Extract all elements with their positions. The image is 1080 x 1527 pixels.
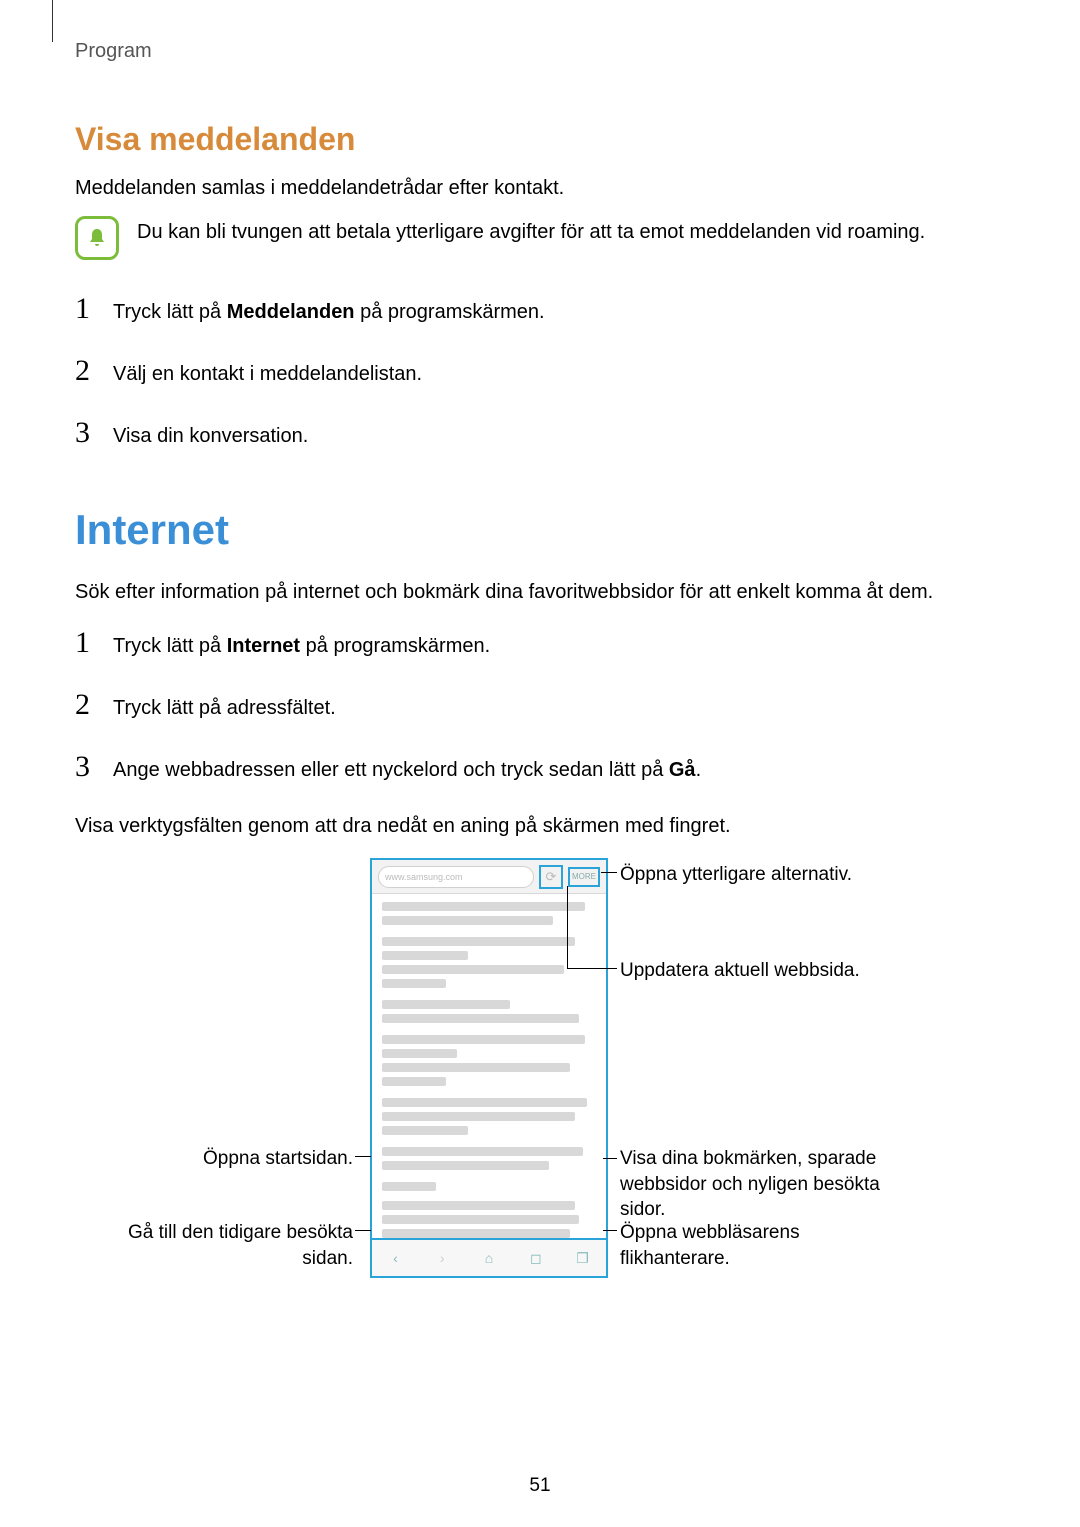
step-text: Tryck lätt på Internet på programskärmen… [113, 632, 490, 660]
back-button[interactable]: ‹ [372, 1240, 419, 1276]
tabs-button[interactable]: ❐ [559, 1240, 606, 1276]
chevron-right-icon: › [440, 1251, 445, 1265]
section-heading-visa: Visa meddelanden [75, 121, 1005, 158]
callout-bookmarks: Visa dina bokmärken, sparade webbsidor o… [620, 1146, 920, 1223]
browser-toolbar: www.samsung.com ⟳ MORE [372, 860, 606, 894]
step-number: 3 [75, 416, 97, 450]
lead-line [603, 1230, 617, 1231]
lead-line [567, 968, 617, 969]
section-heading-internet: Internet [75, 506, 1005, 554]
chevron-left-icon: ‹ [393, 1251, 398, 1265]
breadcrumb: Program [75, 40, 1005, 63]
lead-line [355, 1230, 371, 1231]
callout-tabs: Öppna webbläsarens flikhanterare. [620, 1220, 880, 1271]
phone-mock: www.samsung.com ⟳ MORE ‹ › ⌂ ◻ ❐ [370, 858, 608, 1278]
step-1b: 1 Tryck lätt på Internet på programskärm… [75, 626, 1005, 660]
section2-tip: Visa verktygsfälten genom att dra nedåt … [75, 812, 1005, 840]
step-3b: 3 Ange webbadressen eller ett nyckelord … [75, 750, 1005, 784]
step-text: Ange webbadressen eller ett nyckelord oc… [113, 756, 701, 784]
callout-refresh: Uppdatera aktuell webbsida. [620, 958, 860, 984]
step-number: 2 [75, 354, 97, 388]
bookmarks-button[interactable]: ◻ [512, 1240, 559, 1276]
step-number: 3 [75, 750, 97, 784]
lead-line [567, 886, 568, 968]
step-3: 3 Visa din konversation. [75, 416, 1005, 450]
side-rule [52, 0, 53, 42]
step-number: 2 [75, 688, 97, 722]
note-row: Du kan bli tvungen att betala ytterligar… [75, 216, 1005, 260]
refresh-icon[interactable]: ⟳ [539, 865, 563, 889]
section2-intro: Sök efter information på internet och bo… [75, 578, 1005, 606]
forward-button[interactable]: › [419, 1240, 466, 1276]
step-1: 1 Tryck lätt på Meddelanden på programsk… [75, 292, 1005, 326]
step-text: Tryck lätt på adressfältet. [113, 694, 336, 722]
tabs-icon: ❐ [576, 1251, 589, 1265]
step-number: 1 [75, 292, 97, 326]
manual-page: Program Visa meddelanden Meddelanden sam… [0, 0, 1080, 1527]
step-text: Visa din konversation. [113, 422, 308, 450]
step-text: Tryck lätt på Meddelanden på programskär… [113, 298, 545, 326]
step-number: 1 [75, 626, 97, 660]
note-text: Du kan bli tvungen att betala ytterligar… [137, 216, 925, 246]
lead-line [601, 872, 617, 873]
step-2: 2 Välj en kontakt i meddelandelistan. [75, 354, 1005, 388]
browser-bottom-bar: ‹ › ⌂ ◻ ❐ [372, 1238, 606, 1276]
home-button[interactable]: ⌂ [466, 1240, 513, 1276]
address-bar[interactable]: www.samsung.com [378, 866, 534, 888]
more-button[interactable]: MORE [568, 867, 600, 887]
bookmark-icon: ◻ [530, 1251, 542, 1265]
callout-back: Gå till den tidigare besökta sidan. [75, 1220, 353, 1271]
callout-home: Öppna startsidan. [75, 1146, 353, 1172]
home-icon: ⌂ [485, 1251, 493, 1265]
lead-line [355, 1156, 371, 1157]
browser-figure: www.samsung.com ⟳ MORE ‹ › ⌂ ◻ ❐ [75, 858, 1005, 1298]
lead-line [603, 1158, 617, 1159]
page-number: 51 [0, 1475, 1080, 1497]
bell-icon [75, 216, 119, 260]
section1-intro: Meddelanden samlas i meddelandetrådar ef… [75, 174, 1005, 202]
page-content [372, 894, 606, 1242]
step-text: Välj en kontakt i meddelandelistan. [113, 360, 422, 388]
callout-more: Öppna ytterligare alternativ. [620, 862, 852, 888]
step-2b: 2 Tryck lätt på adressfältet. [75, 688, 1005, 722]
